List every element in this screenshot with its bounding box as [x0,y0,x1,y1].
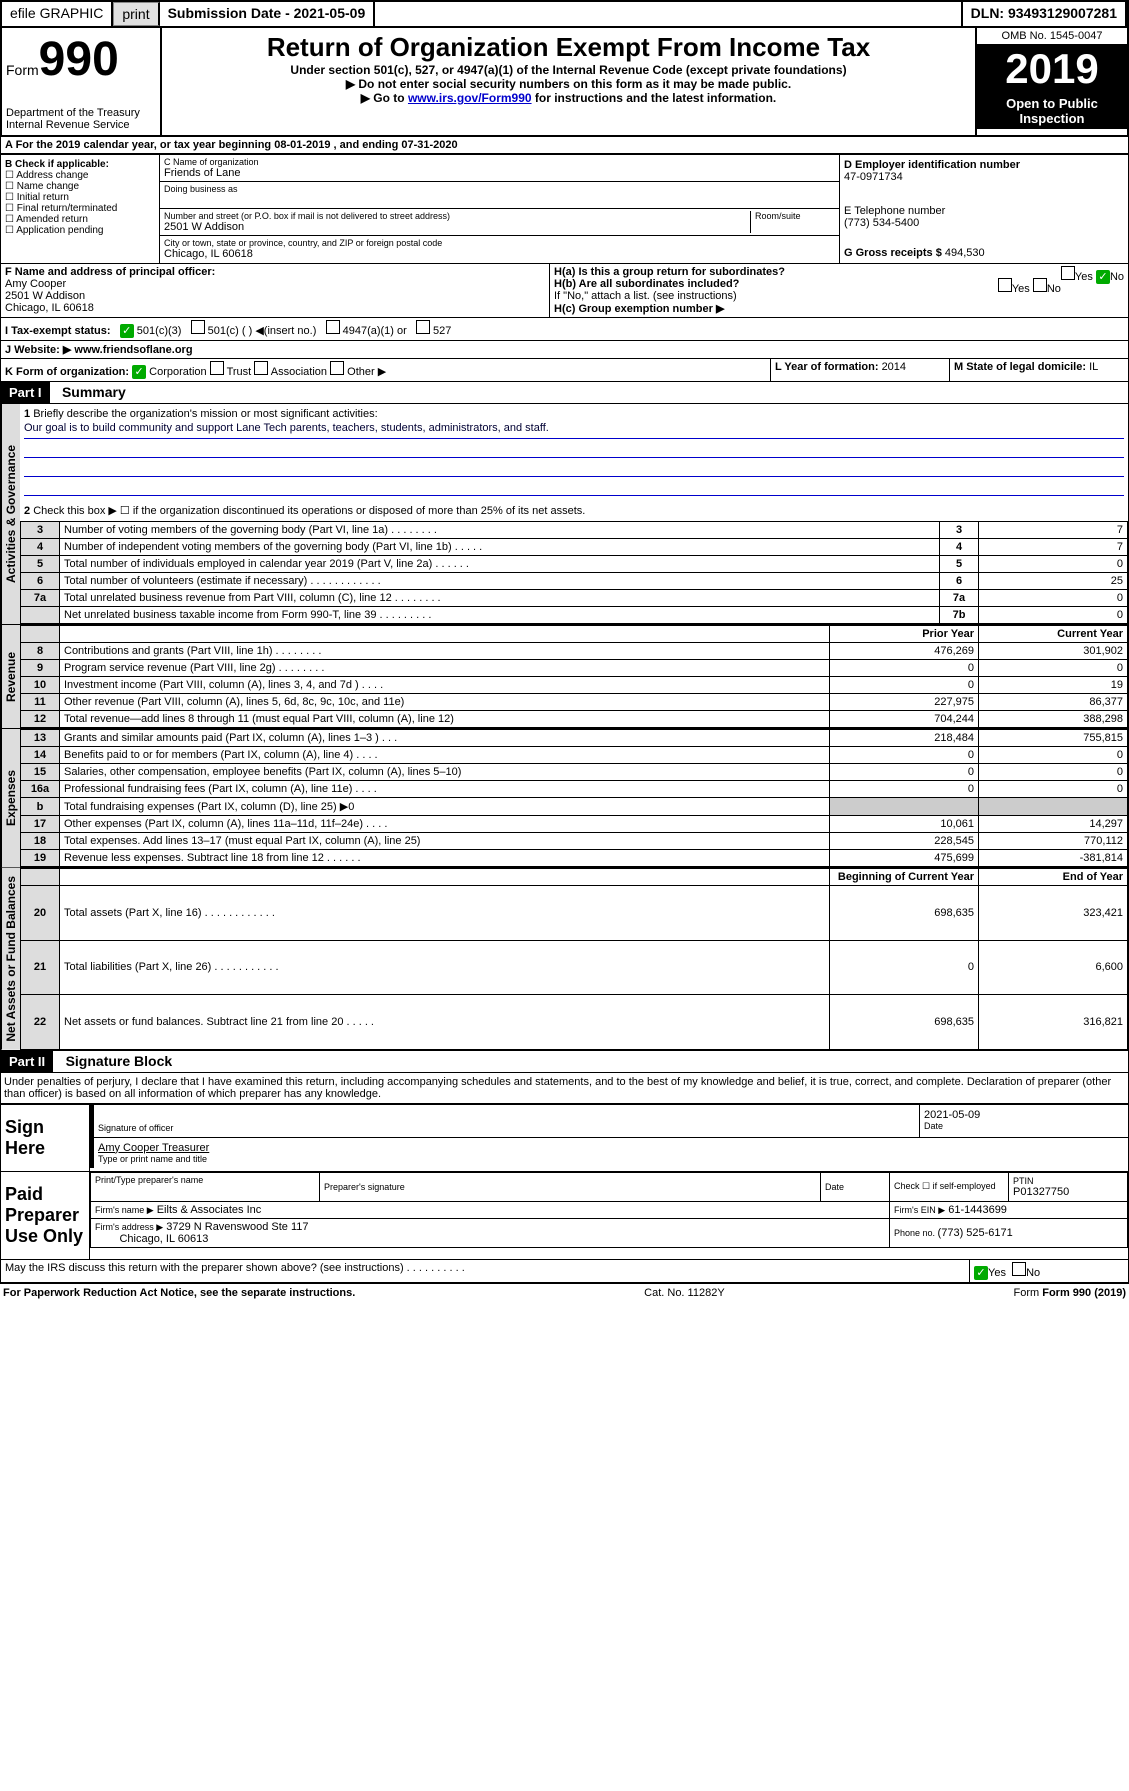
form-header: Form990 Department of the Treasury Inter… [0,28,1129,137]
check-amended[interactable]: ☐ Amended return [5,214,155,225]
submission-date: Submission Date - 2021-05-09 [160,2,376,26]
klm-row: K Form of organization: ✓ Corporation Tr… [0,359,1129,382]
part-1-title: Summary [54,384,126,400]
net-label: Net Assets or Fund Balances [1,868,20,1050]
print-button[interactable]: print [113,2,159,26]
gov-table: 3Number of voting members of the governi… [20,521,1128,624]
check-final-return[interactable]: ☐ Final return/terminated [5,203,155,214]
check-address-change[interactable]: ☐ Address change [5,170,155,181]
subtitle-2: ▶ Do not enter social security numbers o… [166,77,971,91]
org-name: Friends of Lane [164,167,835,179]
net-section: Net Assets or Fund Balances Beginning of… [0,868,1129,1051]
part-2-title: Signature Block [58,1053,173,1069]
website-value: www.friendsoflane.org [74,344,192,356]
dba-label: Doing business as [164,184,835,194]
omb-number: OMB No. 1545-0047 [977,28,1127,45]
officer-addr1: 2501 W Addison [5,290,545,302]
officer-addr2: Chicago, IL 60618 [5,302,545,314]
dln: DLN: 93493129007281 [963,2,1127,26]
open-public-badge: Open to Public Inspection [977,93,1127,129]
mission-text: Our goal is to build community and suppo… [24,420,1124,439]
exp-table: 13Grants and similar amounts paid (Part … [20,729,1128,867]
identity-section: B Check if applicable: ☐ Address change … [0,154,1129,264]
check-pending[interactable]: ☐ Application pending [5,225,155,236]
sign-here-section: Sign Here Signature of officer 2021-05-0… [0,1104,1129,1172]
phone-label: E Telephone number [844,205,1124,217]
tax-year: 2019 [977,45,1127,93]
ein-value: 47-0971734 [844,171,1124,183]
officer-sig-name: Amy Cooper Treasurer [98,1142,1124,1154]
officer-group-row: F Name and address of principal officer:… [0,264,1129,318]
discuss-row: May the IRS discuss this return with the… [0,1260,1129,1283]
city-label: City or town, state or province, country… [164,238,835,248]
street-address: 2501 W Addison [164,221,750,233]
rev-table: Prior YearCurrent Year 8Contributions an… [20,625,1128,728]
form-title: Return of Organization Exempt From Incom… [166,32,971,63]
officer-name: Amy Cooper [5,278,545,290]
exp-label: Expenses [1,729,20,867]
form-number: Form990 [6,32,156,87]
subtitle-3: ▶ Go to www.irs.gov/Form990 for instruct… [166,91,971,105]
net-table: Beginning of Current YearEnd of Year 20T… [20,868,1128,1050]
spacer [375,2,962,26]
sign-here-label: Sign Here [1,1105,90,1171]
room-label: Room/suite [750,211,835,233]
h-a: H(a) Is this a group return for subordin… [554,266,1124,278]
expenses-section: Expenses 13Grants and similar amounts pa… [0,729,1129,868]
city-state-zip: Chicago, IL 60618 [164,248,835,260]
subtitle-1: Under section 501(c), 527, or 4947(a)(1)… [166,63,971,77]
part-2-label: Part II [1,1051,53,1072]
part-1: Part I Summary [0,382,1129,404]
h-c: H(c) Group exemption number ▶ [554,302,1124,315]
irs-link[interactable]: www.irs.gov/Form990 [408,91,532,105]
officer-label: F Name and address of principal officer: [5,266,545,278]
part-2: Part II Signature Block [0,1051,1129,1073]
top-bar: efile GRAPHIC print Submission Date - 20… [0,0,1129,28]
website-row: J Website: ▶ www.friendsoflane.org [0,341,1129,359]
gov-label: Activities & Governance [1,404,20,624]
check-initial-return[interactable]: ☐ Initial return [5,192,155,203]
footer: For Paperwork Reduction Act Notice, see … [0,1283,1129,1302]
ein-label: D Employer identification number [844,159,1124,171]
line-a: A For the 2019 calendar year, or tax yea… [0,137,1129,154]
box-b-label: B Check if applicable: [5,159,155,170]
perjury-statement: Under penalties of perjury, I declare th… [0,1073,1129,1104]
efile-label: efile GRAPHIC [2,2,113,26]
org-name-label: C Name of organization [164,157,835,167]
tax-exempt-row: I Tax-exempt status: ✓ 501(c)(3) 501(c) … [0,318,1129,341]
dept-treasury: Department of the Treasury Internal Reve… [6,107,156,131]
check-name-change[interactable]: ☐ Name change [5,181,155,192]
phone-value: (773) 534-5400 [844,217,1124,229]
h-b: H(b) Are all subordinates included? Yes … [554,278,1124,290]
part-1-label: Part I [1,382,50,403]
gross-receipts: G Gross receipts $ 494,530 [844,247,1124,259]
addr-label: Number and street (or P.O. box if mail i… [164,211,750,221]
revenue-section: Revenue Prior YearCurrent Year 8Contribu… [0,625,1129,729]
governance-section: Activities & Governance 1 Briefly descri… [0,404,1129,625]
rev-label: Revenue [1,625,20,728]
paid-preparer-section: Paid Preparer Use Only Print/Type prepar… [0,1172,1129,1260]
paid-preparer-label: Paid Preparer Use Only [1,1172,90,1259]
